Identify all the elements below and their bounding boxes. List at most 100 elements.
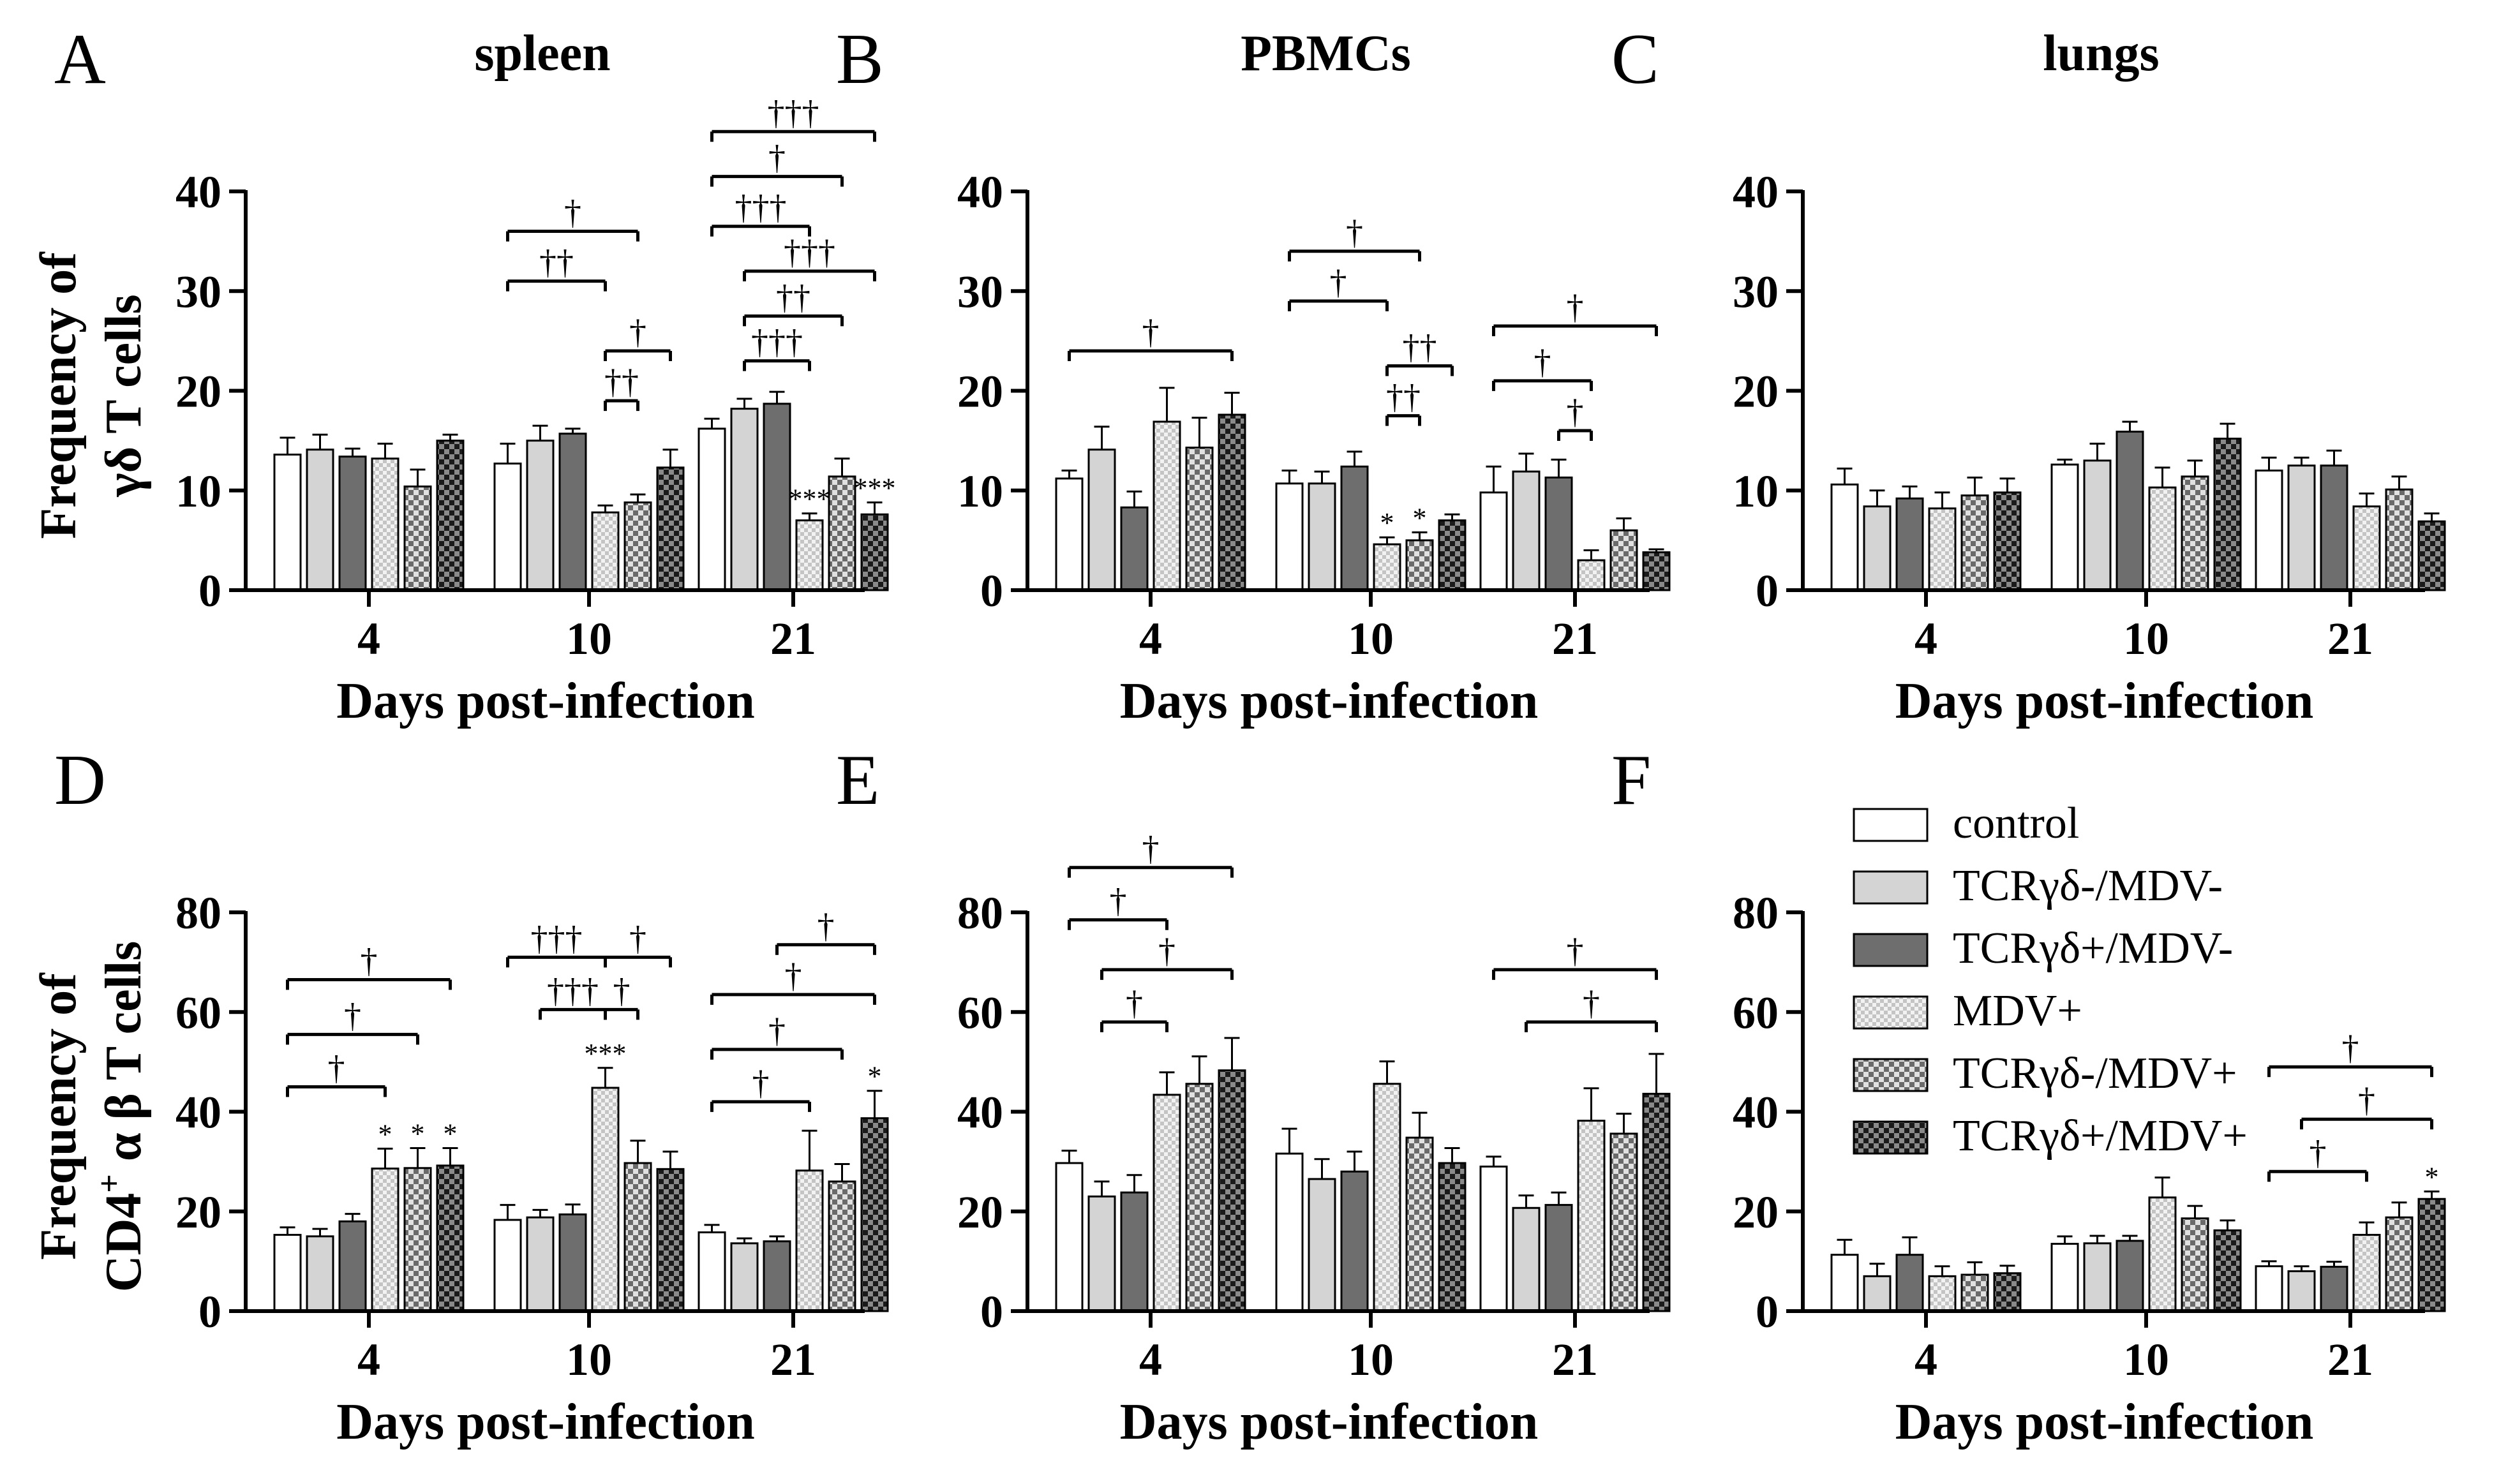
legend-entry: MDV+ xyxy=(1953,986,2082,1035)
y-tick-label: 0 xyxy=(980,565,1003,616)
y-tick-label: 0 xyxy=(198,1286,221,1337)
bar xyxy=(1609,529,1638,591)
bar xyxy=(306,449,334,591)
bar xyxy=(1340,465,1369,591)
bar xyxy=(1928,507,1957,591)
bar xyxy=(1308,482,1336,591)
bar xyxy=(1863,505,1892,591)
legend-swatch xyxy=(1853,1120,1929,1155)
legend-entry: TCRγδ+/MDV- xyxy=(1953,924,2233,973)
bar xyxy=(2050,463,2079,591)
bar xyxy=(1512,470,1541,591)
significance-dagger: † xyxy=(629,919,646,957)
bar xyxy=(2385,488,2414,591)
ylabel-top-line2: γδ T cells xyxy=(96,294,152,497)
panel-letter: A xyxy=(54,20,106,99)
bar xyxy=(795,1169,824,1312)
bar xyxy=(493,1219,522,1312)
bar xyxy=(1479,491,1508,591)
significance-star: *** xyxy=(789,484,831,515)
significance-dagger: † xyxy=(752,1064,770,1102)
legend-swatch xyxy=(1853,933,1929,967)
bar xyxy=(1577,559,1606,591)
panel-e: E † † † † † † 0 20 40 60 80 4 10 21 Days post-infection xyxy=(836,741,1671,1450)
x-tick-label: 10 xyxy=(566,613,612,664)
significance-star: * xyxy=(1413,502,1427,533)
significance-dagger: † xyxy=(2342,1028,2359,1067)
x-axis-title: Days post-infection xyxy=(336,673,755,729)
y-tick-label: 80 xyxy=(175,887,221,939)
significance-dagger: † xyxy=(768,1011,786,1050)
bar xyxy=(2116,1240,2144,1312)
bar xyxy=(2050,1243,2079,1312)
bar xyxy=(1609,1132,1638,1312)
significance-dagger: † xyxy=(1567,392,1584,431)
x-tick-label: 10 xyxy=(1348,613,1394,664)
y-tick-label: 0 xyxy=(198,565,221,616)
bar xyxy=(763,403,791,591)
bar xyxy=(623,1162,652,1312)
legend-entry: TCRγδ-/MDV- xyxy=(1953,861,2223,910)
panel-letter: D xyxy=(54,741,106,820)
x-tick-label: 4 xyxy=(1139,1334,1162,1385)
bar xyxy=(1153,420,1181,591)
significance-dagger: †† xyxy=(604,362,639,401)
bar xyxy=(1960,494,1989,591)
y-tick-label: 40 xyxy=(1733,167,1779,218)
bar xyxy=(2148,486,2177,591)
x-axis-title: Days post-infection xyxy=(1120,673,1539,729)
significance-dagger: ††† xyxy=(735,188,787,226)
bar xyxy=(338,1220,367,1312)
significance-dagger: † xyxy=(1567,288,1584,326)
significance-dagger: † xyxy=(613,971,631,1009)
significance-dagger: ††† xyxy=(531,919,583,957)
bar xyxy=(1642,1092,1671,1312)
bar xyxy=(1993,491,2022,591)
x-tick-label: 10 xyxy=(2123,1334,2169,1385)
significance-dagger: † xyxy=(1142,313,1160,351)
bar xyxy=(1275,482,1304,591)
bar xyxy=(591,511,620,591)
significance-star: * xyxy=(444,1118,458,1150)
significance-dagger: † xyxy=(785,956,802,995)
y-tick-label: 0 xyxy=(1756,565,1779,616)
panel-letter: F xyxy=(1611,741,1651,820)
bar xyxy=(1153,1094,1181,1312)
significance-star: * xyxy=(378,1118,392,1150)
bar xyxy=(436,1164,465,1312)
x-axis-title: Days post-infection xyxy=(1895,1394,2314,1450)
panel-title: PBMCs xyxy=(1241,26,1411,82)
x-tick-label: 21 xyxy=(1552,613,1598,664)
bar xyxy=(1993,1272,2022,1312)
significance-dagger: † xyxy=(344,996,361,1034)
bar xyxy=(526,1216,555,1312)
y-tick-label: 0 xyxy=(980,1286,1003,1337)
bar xyxy=(1373,1083,1401,1312)
panel-letter: C xyxy=(1611,20,1659,99)
legend-entry: TCRγδ+/MDV+ xyxy=(1953,1111,2248,1161)
bar xyxy=(698,1231,726,1312)
bar xyxy=(1405,1136,1434,1312)
x-tick-label: 21 xyxy=(1552,1334,1598,1385)
significance-dagger: † xyxy=(1534,343,1551,381)
significance-dagger: † xyxy=(768,138,786,177)
significance-dagger: † xyxy=(1567,931,1584,970)
x-tick-label: 10 xyxy=(2123,613,2169,664)
bar xyxy=(828,1180,856,1312)
y-tick-label: 60 xyxy=(175,987,221,1038)
bar xyxy=(2287,464,2316,591)
bar xyxy=(2213,1229,2242,1312)
bar xyxy=(1512,1206,1541,1312)
significance-star: * xyxy=(411,1118,425,1150)
bar xyxy=(763,1240,791,1312)
bar xyxy=(403,486,432,591)
x-tick-label: 21 xyxy=(2327,613,2373,664)
bar xyxy=(656,466,685,591)
legend-swatch xyxy=(1853,808,1929,842)
bar xyxy=(1185,447,1214,591)
